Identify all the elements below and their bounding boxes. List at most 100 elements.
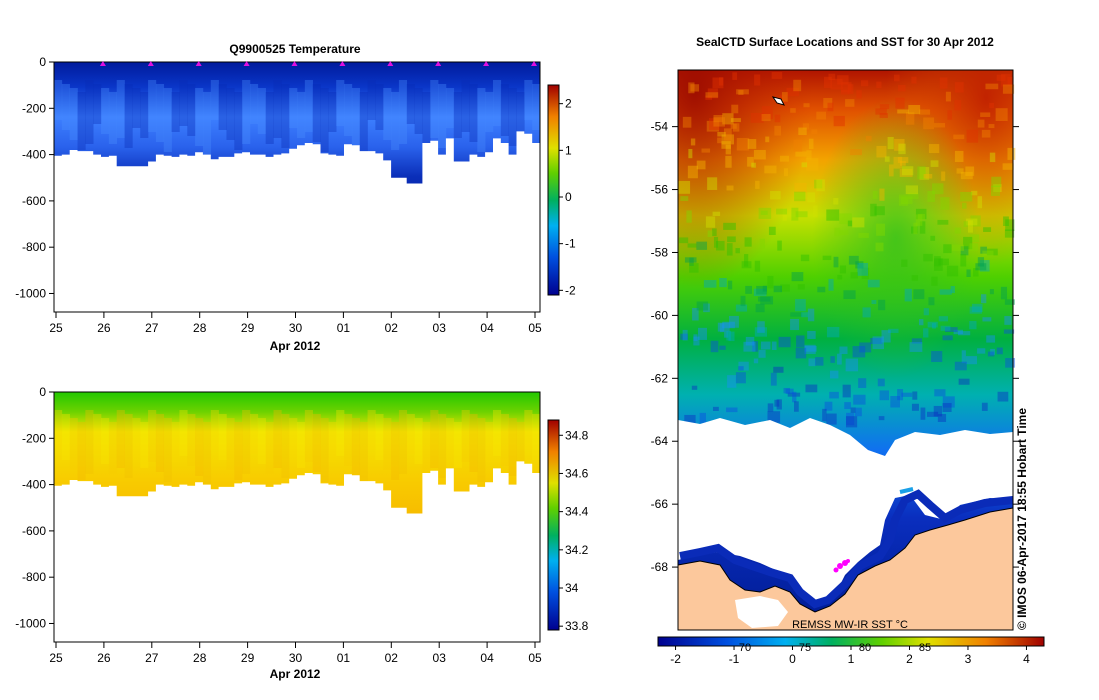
sst-texture-cell xyxy=(919,167,930,180)
sst-texture-cell xyxy=(727,236,736,243)
sst-texture-cell xyxy=(990,348,995,355)
sst-texture-cell xyxy=(760,210,768,215)
sst-texture-cell xyxy=(823,76,832,88)
longitude-tick-label: 85 xyxy=(919,642,931,654)
sst-texture-cell xyxy=(847,84,854,95)
sst-texture-cell xyxy=(755,303,765,313)
sst-texture-cell xyxy=(1003,329,1015,334)
salinity-section-panel: 0 -200 -400 -600 -800 -1000 25 26 27 28 29 30 01 02 0… xyxy=(15,385,588,681)
sst-texture-cell xyxy=(761,114,771,122)
sst-texture-cell xyxy=(1005,219,1015,232)
sst-colorbar-tick-label: 3 xyxy=(965,652,972,666)
sst-texture-cell xyxy=(743,341,756,352)
sst-texture-cell xyxy=(951,244,964,251)
sst-texture-cell xyxy=(804,344,816,354)
sst-texture-cell xyxy=(761,106,773,119)
sst-texture-cell xyxy=(947,110,953,120)
column-stripe xyxy=(273,80,282,138)
sst-texture-cell xyxy=(844,402,851,410)
sst-texture-cell xyxy=(954,82,964,93)
sst-texture-cell xyxy=(822,408,827,422)
colorbar-tick-label: 34.4 xyxy=(565,505,589,519)
column-stripe xyxy=(257,88,266,134)
sst-texture-cell xyxy=(726,330,731,341)
sst-texture-cell xyxy=(847,220,853,227)
column-stripe xyxy=(210,80,219,120)
sst-texture-cell xyxy=(911,275,919,281)
column-stripe xyxy=(242,80,251,144)
sst-texture-cell xyxy=(963,236,973,250)
sst-texture-cell xyxy=(942,396,955,408)
sst-texture-cell xyxy=(785,388,794,394)
column-stripe xyxy=(202,422,212,486)
x-tick-label: 02 xyxy=(385,651,399,665)
column-stripe xyxy=(210,410,219,450)
temperature-x-axis-label: Apr 2012 xyxy=(270,339,321,353)
sst-texture-cell xyxy=(786,87,800,97)
sst-texture-cell xyxy=(690,84,700,92)
sst-texture-cell xyxy=(823,98,833,108)
column-stripe xyxy=(320,418,329,482)
column-stripe xyxy=(54,80,63,120)
sst-texture-cell xyxy=(767,403,774,412)
sst-texture-cell xyxy=(751,162,756,168)
seal-position-marker xyxy=(846,559,850,563)
temperature-y-axis: 0 -200 -400 -600 -800 -1000 xyxy=(15,55,54,300)
column-stripe xyxy=(257,418,266,464)
sst-texture-cell xyxy=(717,131,726,137)
sst-texture-cell xyxy=(996,347,1003,355)
column-stripe xyxy=(328,92,337,132)
sst-texture-cell xyxy=(893,156,903,169)
sst-texture-cell xyxy=(697,327,707,340)
sst-texture-cell xyxy=(828,278,834,291)
x-tick-label: 30 xyxy=(289,321,303,335)
sst-texture-cell xyxy=(926,411,939,417)
sst-texture-cell xyxy=(837,274,843,280)
longitude-tick-label: 75 xyxy=(799,642,811,654)
column-stripe xyxy=(93,84,102,124)
sst-texture-cell xyxy=(954,150,964,163)
column-stripe xyxy=(171,92,180,132)
salinity-y-axis: 0 -200 -400 -600 -800 -1000 xyxy=(15,385,54,630)
sst-texture-cell xyxy=(911,403,919,411)
y-tick-label: -200 xyxy=(22,431,46,445)
sst-texture-cell xyxy=(725,144,731,155)
sst-texture-cell xyxy=(712,406,719,411)
column-stripe xyxy=(124,414,133,478)
sst-texture-cell xyxy=(917,166,926,180)
sst-texture-cell xyxy=(870,203,877,217)
column-stripe xyxy=(532,414,541,460)
sst-texture-cell xyxy=(747,139,757,149)
column-stripe xyxy=(312,414,321,472)
column-stripe xyxy=(336,410,345,456)
column-stripe xyxy=(359,92,368,156)
sst-texture-cell xyxy=(745,285,753,294)
column-stripe xyxy=(430,80,439,138)
sst-texture-cell xyxy=(794,191,806,202)
sst-texture-cell xyxy=(744,237,752,247)
sst-texture-cell xyxy=(738,366,744,371)
temperature-no-data-mask xyxy=(54,131,540,312)
column-stripe xyxy=(234,92,243,150)
sst-texture-cell xyxy=(768,226,776,236)
column-stripe xyxy=(148,80,157,132)
salinity-no-data-mask xyxy=(54,461,540,642)
sst-texture-cell xyxy=(712,211,721,216)
sst-texture-cell xyxy=(774,114,781,123)
column-stripe xyxy=(516,92,525,156)
column-stripe xyxy=(453,422,462,468)
sst-texture-cell xyxy=(724,331,729,338)
sst-texture-cell xyxy=(986,248,998,256)
surface-marker xyxy=(339,61,346,66)
sst-texture-cell xyxy=(684,414,696,424)
x-tick-label: 25 xyxy=(49,651,63,665)
sst-texture-cell xyxy=(969,321,977,330)
sst-texture-cell xyxy=(993,184,1002,193)
y-tick-label: -600 xyxy=(22,194,46,208)
surface-marker xyxy=(291,61,298,66)
sst-texture-cell xyxy=(764,165,777,174)
sst-texture-cell xyxy=(879,188,885,201)
sst-texture-cell xyxy=(919,109,931,115)
sst-texture-cell xyxy=(813,205,818,218)
sst-texture-cell xyxy=(678,180,691,194)
